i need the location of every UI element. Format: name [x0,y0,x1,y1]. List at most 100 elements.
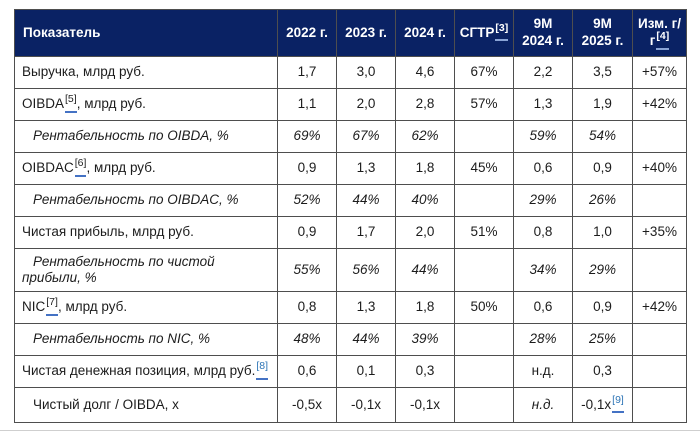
footnote-sup: [6] [74,157,87,170]
cell: 44% [336,323,396,356]
table-body: Выручка, млрд руб. 1,7 3,0 4,6 67% 2,2 3,5 +57%… [14,56,687,423]
cell: 55% [277,248,337,292]
row-label: Чистая прибыль, млрд руб. [14,216,278,249]
cell: 0,3 [395,355,455,388]
footnote-sup: [4] [656,30,670,42]
table-row: Чистый долг / OIBDA, x -0,5x -0,1x -0,1x н.д… [14,387,687,423]
cell: 34% [513,248,573,292]
table-row: Рентабельность по NIC, % 48% 44% 39% 28% 25% [14,323,687,356]
table-row: Выручка, млрд руб. 1,7 3,0 4,6 67% 2,2 3,5 +57% [14,56,687,89]
cell: 29% [513,184,573,217]
cell: +42% [632,88,687,121]
footnote-link-4[interactable]: [4] [656,30,670,50]
row-label: Рентабельность по OIBDAC, % [14,184,278,217]
table-row: OIBDA[5], млрд руб. 1,1 2,0 2,8 57% 1,3 1,9 +42… [14,88,687,121]
cell [454,387,514,423]
cell: 54% [572,120,633,153]
cell: 1,3 [336,291,396,324]
column-header-indicator: Показатель [14,9,278,57]
table-row: OIBDAC[6], млрд руб. 0,9 1,3 1,8 45% 0,6 0,9 +4… [14,152,687,185]
footnote-link-7[interactable]: [7] [46,296,58,316]
table-header: Показатель 2022 г. 2023 г. 2024 г. СГТР[3] 9М… [14,9,687,57]
cell [454,184,514,217]
table-row: Рентабельность по OIBDAC, % 52% 44% 40% 29% 2… [14,184,687,217]
footnote-link-3[interactable]: [3] [495,23,509,42]
cell: -0,1x[9] [572,387,633,423]
column-header-y2024: 2024 г. [395,9,455,57]
cell: 2,0 [336,88,396,121]
cell [632,248,687,292]
cell: 0,6 [277,355,337,388]
cell: 67% [454,56,514,89]
cell [632,323,687,356]
cell: 2,8 [395,88,455,121]
footnote-sup: [9] [612,393,624,406]
cell: 1,1 [277,88,337,121]
cell: +42% [632,291,687,324]
table-row: Чистая прибыль, млрд руб. 0,9 1,7 2,0 51% 0,8… [14,216,687,249]
cell: 0,8 [513,216,573,249]
table-row: Рентабельность по чистой прибыли, % 55% 56… [14,248,687,292]
cell: 0,9 [572,152,633,185]
footnote-sup: [5] [65,93,77,106]
cell: 2,2 [513,56,573,89]
cell: 59% [513,120,573,153]
row-label: Выручка, млрд руб. [14,56,278,89]
cell: 57% [454,88,514,121]
footnote-sup: [7] [46,296,58,309]
cell: 28% [513,323,573,356]
row-label: OIBDA[5], млрд руб. [14,88,278,121]
footnote-link-5[interactable]: [5] [65,93,77,113]
column-header-m9-2024: 9М 2024 г. [513,9,573,57]
cell: 69% [277,120,337,153]
table-row: Чистая денежная позиция, млрд руб.[8] 0,6… [14,355,687,388]
cell: 1,8 [395,291,455,324]
cell: 67% [336,120,396,153]
cell: 1,8 [395,152,455,185]
cell: 62% [395,120,455,153]
row-label: Чистый долг / OIBDA, x [14,387,278,423]
cell: 45% [454,152,514,185]
column-header-cagr: СГТР[3] [454,9,514,57]
cell: +35% [632,216,687,249]
row-label: Рентабельность по OIBDA, % [14,120,278,153]
cell: 0,9 [277,152,337,185]
column-header-yoy: Изм. г/г[4] [632,9,687,57]
cell: 52% [277,184,337,217]
cell [454,355,514,388]
cell: 0,6 [513,152,573,185]
cell: 25% [572,323,633,356]
column-header-y2023: 2023 г. [336,9,396,57]
footnote-link-6[interactable]: [6] [74,157,87,177]
row-label: OIBDAC[6], млрд руб. [14,152,278,185]
cell: 26% [572,184,633,217]
cell: +40% [632,152,687,185]
footnote-link-9[interactable]: [9] [612,393,624,414]
cell: н.д. [513,355,573,388]
cell: 39% [395,323,455,356]
cell [454,120,514,153]
row-label: Рентабельность по чистой прибыли, % [14,248,278,292]
financial-table-wrap: Показатель 2022 г. 2023 г. 2024 г. СГТР[3] 9М… [14,9,687,423]
cell: 1,3 [513,88,573,121]
cell [632,184,687,217]
cell: н.д. [513,387,573,423]
cell: +57% [632,56,687,89]
cell [632,387,687,423]
column-header-m9-2025: 9М 2025 г. [572,9,633,57]
cell [454,323,514,356]
cell: 0,9 [572,291,633,324]
cell: 1,7 [336,216,396,249]
cell: 40% [395,184,455,217]
column-header-y2022: 2022 г. [277,9,337,57]
cell: 1,0 [572,216,633,249]
cell: 44% [336,184,396,217]
cell: 29% [572,248,633,292]
cell: -0,1x [395,387,455,423]
cell: 0,9 [277,216,337,249]
cell: -0,5x [277,387,337,423]
cell: 3,0 [336,56,396,89]
cell: 48% [277,323,337,356]
footnote-link-8[interactable]: [8] [256,361,269,380]
cell: 4,6 [395,56,455,89]
